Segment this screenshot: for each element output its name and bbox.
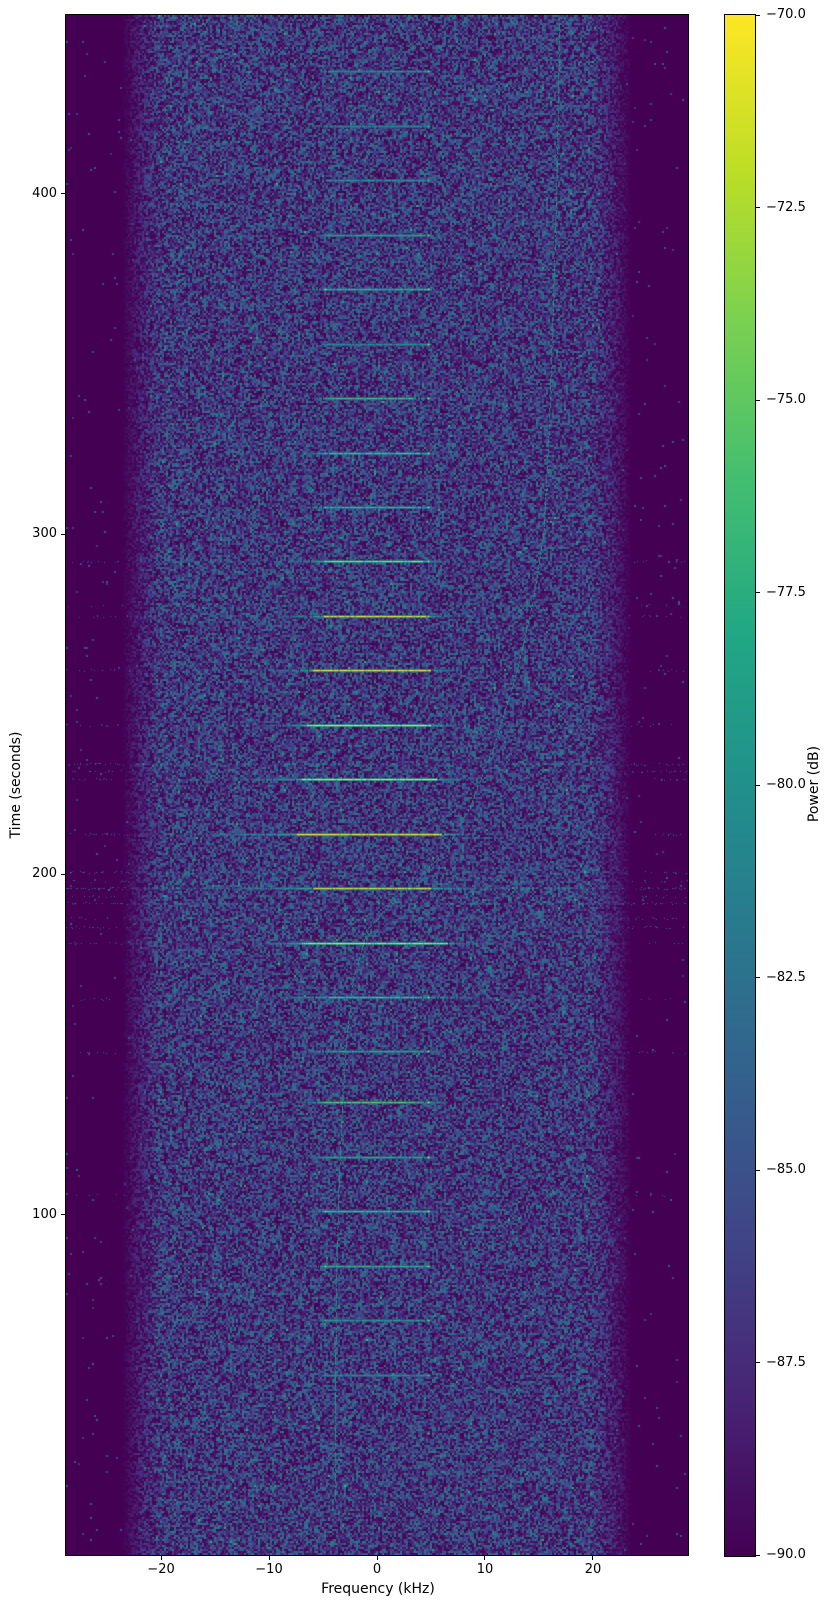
colorbar-tick-mark (756, 207, 760, 208)
x-tick-mark (484, 1556, 486, 1560)
colorbar-tick-label: −82.5 (766, 969, 806, 985)
colorbar-tick-label: −90.0 (766, 1547, 806, 1562)
x-tick-mark (592, 1556, 594, 1560)
colorbar-tick-label: −70.0 (766, 7, 806, 22)
colorbar-tick-label: −72.5 (766, 199, 806, 215)
colorbar-tick-label: −87.5 (766, 1354, 806, 1370)
y-tick-label: 200 (32, 866, 57, 882)
colorbar-tick-mark (756, 977, 760, 978)
y-tick-mark (61, 533, 65, 535)
colorbar-tick-label: −77.5 (766, 584, 806, 600)
y-tick-label: 100 (32, 1206, 57, 1222)
spectrogram-image (66, 15, 688, 1555)
plot-area (65, 14, 689, 1556)
y-axis-label: Time (seconds) (8, 731, 24, 839)
y-tick-label: 400 (32, 185, 57, 201)
colorbar-tick-mark (756, 784, 760, 786)
x-tick-label: 10 (476, 1562, 494, 1577)
y-tick-mark (61, 1214, 65, 1216)
colorbar-gradient (725, 15, 755, 1556)
colorbar-label: Power (dB) (806, 745, 822, 823)
colorbar-tick-mark (756, 14, 760, 16)
y-tick-mark (61, 193, 65, 195)
x-tick-mark (376, 1556, 378, 1560)
x-tick-label: 20 (584, 1562, 602, 1577)
colorbar-tick-mark (756, 399, 760, 401)
colorbar-tick-label: −80.0 (766, 777, 806, 792)
colorbar-tick-mark (756, 1554, 760, 1556)
colorbar-tick-mark (756, 1169, 760, 1171)
colorbar-tick-mark (756, 1362, 760, 1363)
x-axis-label: Frequency (kHz) (321, 1581, 435, 1597)
colorbar-tick-label: −85.0 (766, 1162, 806, 1177)
x-tick-mark (268, 1556, 270, 1560)
colorbar (724, 14, 756, 1557)
x-tick-label: 0 (372, 1562, 382, 1577)
x-tick-label: −10 (255, 1562, 283, 1577)
colorbar-tick-label: −75.0 (766, 392, 806, 407)
x-tick-mark (160, 1556, 162, 1560)
colorbar-tick-mark (756, 592, 760, 593)
x-tick-label: −20 (147, 1562, 175, 1577)
y-tick-mark (61, 873, 65, 875)
y-tick-label: 300 (32, 526, 57, 542)
